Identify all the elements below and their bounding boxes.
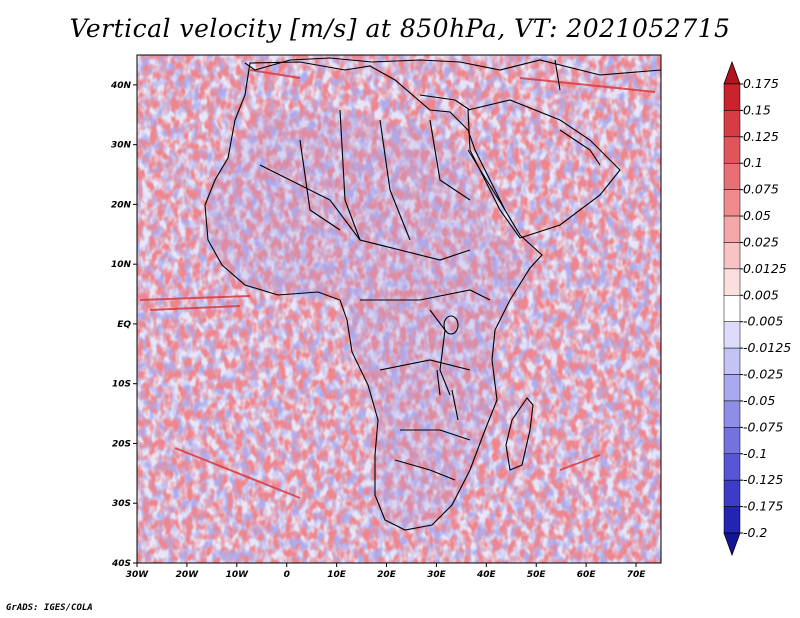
colorbar-label: -0.005: [743, 314, 783, 329]
colorbar-segment: [723, 189, 741, 217]
lat-label: 30S: [112, 499, 131, 509]
lon-label: 10E: [327, 570, 347, 580]
lat-label: 40S: [111, 559, 131, 569]
colorbar-segment: [723, 242, 741, 270]
map-frame: [136, 54, 662, 564]
colorbar-label: -0.175: [743, 499, 783, 514]
colorbar-label: 0.175: [743, 76, 779, 91]
latitude-axis: 40N 30N 20N 10N EQ 10S 20S 30S 40S: [110, 81, 137, 569]
land-texture: [205, 110, 540, 530]
colorbar-segment: [723, 83, 741, 111]
lat-label: 10N: [111, 260, 132, 270]
lat-label: 40N: [110, 81, 132, 91]
colorbar-segment: [723, 321, 741, 349]
colorbar-segment: [723, 110, 741, 138]
lon-label: 40E: [476, 570, 497, 580]
colorbar-top-arrow: [723, 60, 741, 85]
map-title: Vertical velocity [m/s] at 850hPa, VT: 2…: [69, 14, 731, 43]
lon-label: 70E: [627, 570, 647, 580]
lon-label: 50E: [527, 570, 547, 580]
colorbar-label: 0.075: [743, 182, 779, 197]
colorbar-label: -0.0125: [743, 340, 791, 355]
lon-label: 30E: [427, 570, 447, 580]
colorbar-label: 0.0125: [743, 261, 787, 276]
colorbar-label: -0.125: [743, 472, 783, 487]
coastlines: [204, 57, 661, 531]
lat-label: EQ: [117, 320, 131, 330]
colorbar-segment: [723, 427, 741, 455]
colorbar-label: 0.025: [743, 234, 779, 249]
colorbar-segment: [723, 374, 741, 402]
colorbar-label: 0.15: [743, 102, 771, 117]
lat-label: 30N: [111, 141, 132, 151]
colorbar-label: -0.075: [743, 419, 783, 434]
colorbar-segment: [723, 453, 741, 481]
colorbar-label: -0.05: [743, 393, 775, 408]
colorbar-label: -0.2: [743, 525, 767, 540]
colorbar: 0.175 0.15 0.125 0.1 0.075 0.05 0.025 0.0125 0.0…: [723, 60, 791, 557]
colorbar-label: 0.125: [743, 129, 779, 144]
lon-label: 20W: [176, 570, 200, 580]
lat-label: 10S: [112, 380, 131, 390]
lon-label: 30W: [126, 570, 150, 580]
velocity-field: [137, 55, 661, 563]
colorbar-segment: [723, 479, 741, 507]
credit-label: GrADS: IGES/COLA: [6, 603, 93, 613]
colorbar-bottom-arrow: [723, 532, 741, 557]
lon-label: 60E: [577, 570, 597, 580]
colorbar-label: -0.025: [743, 367, 783, 382]
colorbar-segment: [723, 506, 741, 534]
lat-label: 20N: [111, 200, 132, 210]
colorbar-label: 0.05: [743, 208, 771, 223]
colorbar-segment: [723, 215, 741, 243]
longitude-axis: 30W 20W 10W 0 10E 20E 30E 40E 50E 60E 70E: [126, 563, 646, 580]
red-streaks: [139, 69, 656, 499]
colorbar-segment: [723, 295, 741, 322]
lon-label: 10W: [226, 570, 250, 580]
colorbar-segment: [723, 347, 741, 375]
colorbar-segment: [723, 268, 741, 296]
colorbar-label: 0.005: [743, 287, 779, 302]
lon-label: 0: [284, 570, 290, 580]
colorbar-label: -0.1: [743, 446, 767, 461]
lon-label: 20E: [377, 570, 397, 580]
colorbar-segment: [723, 162, 741, 190]
colorbar-label: 0.1: [743, 155, 763, 170]
colorbar-segment: [723, 136, 741, 164]
lat-label: 20S: [112, 439, 131, 449]
colorbar-segment: [723, 400, 741, 428]
